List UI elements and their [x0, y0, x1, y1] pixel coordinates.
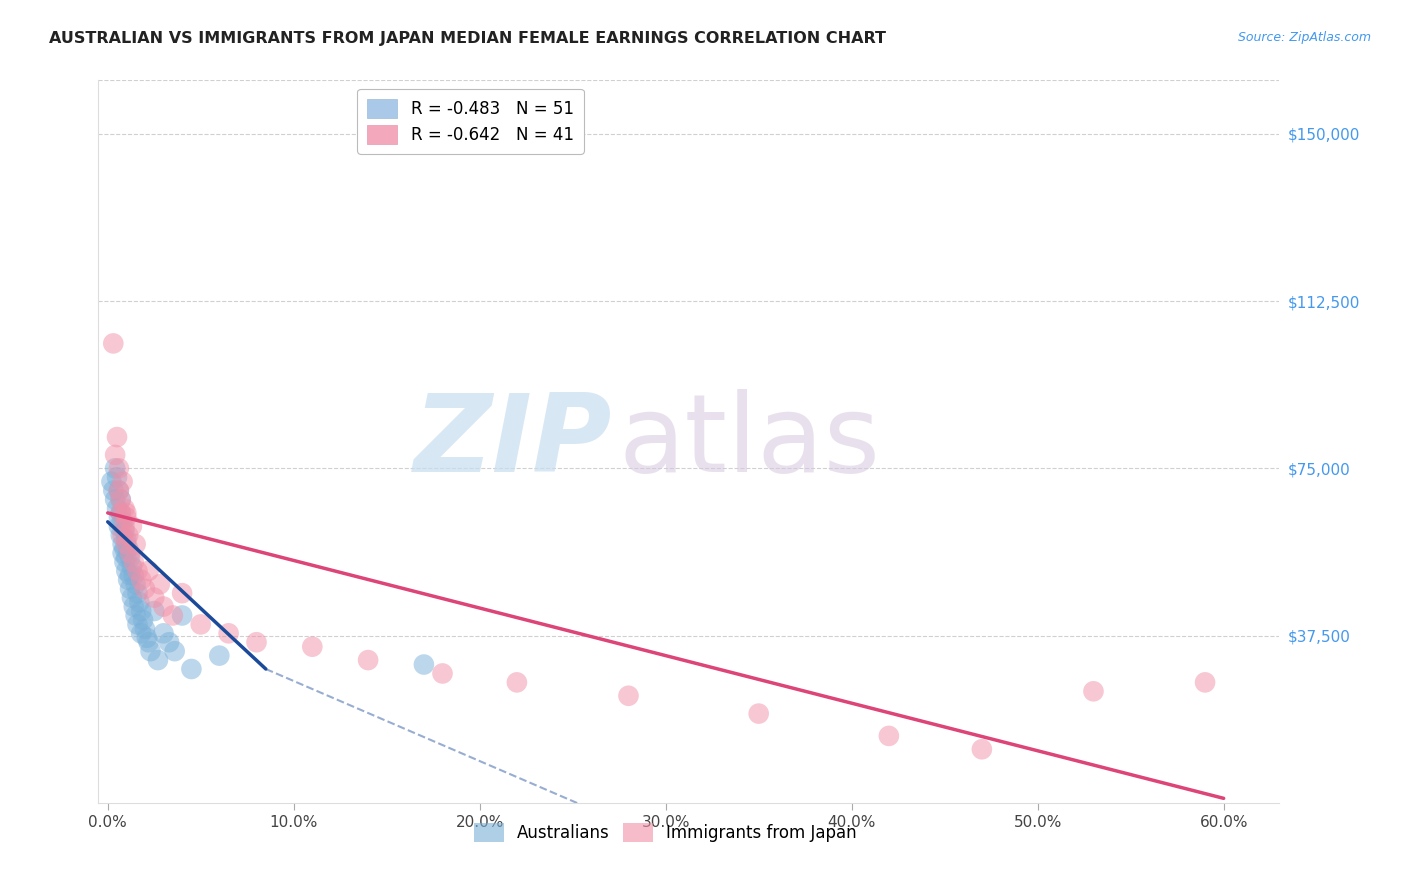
Point	[110, 506, 132, 520]
Point	[139, 644, 162, 658]
Point	[138, 564, 160, 578]
Point	[117, 573, 139, 587]
Point	[103, 483, 125, 498]
Point	[122, 568, 145, 582]
Point	[152, 626, 174, 640]
Point	[190, 617, 212, 632]
Point	[115, 564, 138, 578]
Point	[129, 573, 152, 587]
Point	[143, 591, 166, 605]
Y-axis label: Median Female Earnings: Median Female Earnings	[0, 348, 7, 535]
Point	[748, 706, 770, 721]
Point	[129, 604, 152, 618]
Point	[115, 550, 138, 565]
Point	[122, 599, 145, 614]
Point	[357, 653, 380, 667]
Text: AUSTRALIAN VS IMMIGRANTS FROM JAPAN MEDIAN FEMALE EARNINGS CORRELATION CHART: AUSTRALIAN VS IMMIGRANTS FROM JAPAN MEDI…	[49, 31, 886, 46]
Point	[121, 591, 143, 605]
Point	[115, 537, 138, 551]
Point	[970, 742, 993, 756]
Point	[301, 640, 323, 654]
Point	[617, 689, 640, 703]
Point	[121, 559, 143, 574]
Point	[117, 528, 139, 542]
Point	[110, 492, 132, 507]
Point	[105, 470, 128, 484]
Point	[111, 515, 134, 529]
Point	[124, 537, 146, 551]
Point	[115, 510, 138, 524]
Point	[127, 617, 149, 632]
Point	[100, 475, 122, 489]
Point	[412, 657, 434, 672]
Point	[115, 533, 138, 547]
Point	[118, 550, 141, 565]
Point	[432, 666, 454, 681]
Point	[127, 564, 149, 578]
Point	[118, 582, 141, 596]
Point	[180, 662, 202, 676]
Point	[1194, 675, 1216, 690]
Point	[135, 631, 157, 645]
Point	[108, 483, 131, 498]
Point	[114, 555, 136, 569]
Point	[108, 519, 131, 533]
Point	[111, 546, 134, 560]
Point	[129, 626, 152, 640]
Point	[134, 622, 156, 636]
Point	[143, 604, 166, 618]
Point	[152, 599, 174, 614]
Point	[172, 608, 194, 623]
Point	[149, 577, 172, 591]
Text: atlas: atlas	[619, 389, 880, 494]
Point	[146, 653, 169, 667]
Point	[114, 524, 136, 538]
Point	[108, 483, 131, 498]
Point	[124, 608, 146, 623]
Point	[117, 541, 139, 556]
Point	[1083, 684, 1105, 698]
Point	[111, 537, 134, 551]
Point	[104, 461, 127, 475]
Point	[132, 613, 155, 627]
Legend: Australians, Immigrants from Japan: Australians, Immigrants from Japan	[467, 816, 863, 848]
Text: ZIP: ZIP	[413, 389, 612, 494]
Point	[104, 492, 127, 507]
Text: Source: ZipAtlas.com: Source: ZipAtlas.com	[1237, 31, 1371, 45]
Point	[245, 635, 267, 649]
Point	[163, 644, 186, 658]
Point	[105, 430, 128, 444]
Point	[111, 528, 134, 542]
Point	[115, 506, 138, 520]
Point	[877, 729, 900, 743]
Point	[103, 336, 125, 351]
Point	[105, 501, 128, 516]
Point	[121, 519, 143, 533]
Point	[172, 586, 194, 600]
Point	[122, 555, 145, 569]
Point	[506, 675, 529, 690]
Point	[108, 461, 131, 475]
Point	[114, 501, 136, 516]
Point	[114, 541, 136, 556]
Point	[110, 506, 132, 520]
Point	[118, 568, 141, 582]
Point	[138, 635, 160, 649]
Point	[218, 626, 240, 640]
Point	[110, 492, 132, 507]
Point	[104, 448, 127, 462]
Point	[134, 582, 156, 596]
Point	[108, 510, 131, 524]
Point	[162, 608, 184, 623]
Point	[127, 586, 149, 600]
Point	[118, 546, 141, 560]
Point	[111, 475, 134, 489]
Point	[124, 577, 146, 591]
Point	[110, 528, 132, 542]
Point	[114, 519, 136, 533]
Point	[208, 648, 231, 663]
Point	[157, 635, 180, 649]
Point	[128, 595, 150, 609]
